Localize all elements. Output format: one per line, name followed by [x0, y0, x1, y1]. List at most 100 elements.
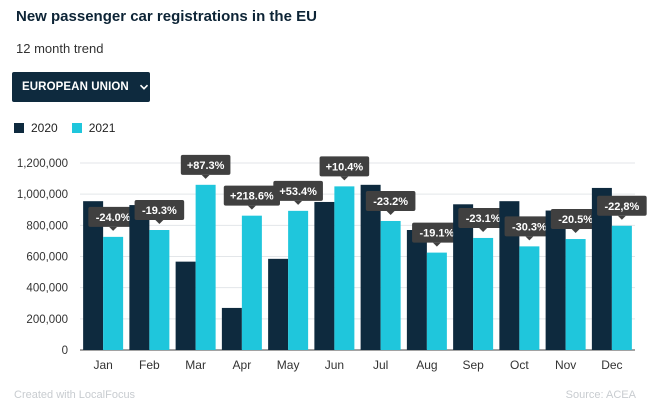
bar-2021-jan[interactable] — [103, 236, 124, 350]
change-label-text: -22,8% — [604, 201, 639, 213]
x-tick-label: Jan — [93, 358, 112, 372]
change-label-bg — [134, 200, 185, 221]
change-label-oct: -30.3% — [504, 216, 555, 241]
chart-title: New passenger car registrations in the E… — [16, 8, 317, 25]
x-tick-label: Jul — [373, 358, 388, 372]
change-label-pointer — [479, 227, 488, 232]
bar-2021-sep[interactable] — [473, 237, 494, 350]
bar-2021-mar[interactable] — [195, 184, 216, 350]
change-label-text: +53.4% — [279, 186, 317, 198]
bar-2021-apr[interactable] — [241, 215, 262, 350]
change-label-bg — [550, 209, 601, 230]
bar-2020-dec[interactable] — [591, 187, 612, 350]
bar-2020-oct[interactable] — [499, 201, 520, 350]
legend-item-2020[interactable]: 2020 — [14, 121, 58, 135]
bar-2021-nov[interactable] — [565, 239, 586, 350]
change-label-mar: +87.3% — [180, 154, 231, 179]
change-label-jan: -24.0% — [88, 206, 138, 231]
x-tick-label: Jun — [325, 358, 344, 372]
change-label-apr: +218.6% — [223, 185, 280, 210]
change-label-text: +10.4% — [326, 161, 364, 173]
change-label-aug: -19.1% — [412, 222, 462, 247]
change-label-pointer — [432, 242, 441, 247]
x-tick-label: May — [277, 358, 300, 372]
bar-2020-aug[interactable] — [406, 230, 427, 350]
bar-2021-jul[interactable] — [380, 220, 401, 350]
bar-2020-may[interactable] — [268, 258, 289, 350]
change-label-bg — [180, 154, 231, 175]
change-label-text: +218.6% — [230, 191, 274, 203]
change-label-pointer — [155, 220, 164, 225]
bar-2020-jul[interactable] — [360, 184, 381, 350]
change-label-text: -19.3% — [142, 205, 177, 217]
change-label-text: -23.1% — [466, 213, 501, 225]
y-tick-label: 200,000 — [26, 314, 68, 326]
change-label-bg — [412, 222, 462, 243]
bar-2021-jun[interactable] — [334, 186, 355, 350]
bar-2020-sep[interactable] — [453, 204, 474, 350]
bar-2021-feb[interactable] — [149, 230, 170, 350]
bar-2021-dec[interactable] — [611, 225, 632, 350]
bar-2020-nov[interactable] — [545, 210, 566, 350]
change-label-bg — [504, 216, 555, 237]
change-label-sep: -23.1% — [458, 207, 508, 232]
x-tick-label: Mar — [185, 358, 206, 372]
legend-item-2021[interactable]: 2021 — [71, 121, 116, 135]
legend-swatch-2020 — [14, 123, 24, 133]
change-label-bg — [458, 207, 508, 228]
change-label-text: -24.0% — [96, 212, 131, 224]
y-tick-label: 400,000 — [26, 283, 68, 295]
legend-label-2020: 2020 — [31, 121, 58, 135]
y-tick-label: 0 — [62, 345, 68, 357]
x-tick-label: Apr — [233, 358, 252, 372]
x-tick-label: Sep — [462, 358, 484, 372]
bar-2020-apr[interactable] — [221, 307, 242, 350]
legend-label-2021: 2021 — [88, 121, 116, 135]
change-label-pointer — [109, 226, 118, 231]
change-label-feb: -19.3% — [134, 200, 185, 225]
change-label-pointer — [386, 210, 395, 215]
legend: 2020 2021 — [14, 121, 129, 135]
change-label-pointer — [340, 176, 349, 181]
change-label-may: +53.4% — [273, 180, 323, 205]
change-label-bg — [88, 206, 138, 227]
change-label-jul: -23.2% — [365, 190, 416, 215]
change-label-text: +87.3% — [187, 160, 225, 172]
footer-credit: Created with LocalFocus — [14, 389, 136, 401]
bar-2020-mar[interactable] — [175, 261, 196, 350]
change-label-text: -30.3% — [512, 221, 547, 233]
change-label-pointer — [201, 174, 210, 179]
bar-2021-aug[interactable] — [426, 252, 447, 350]
bar-2021-may[interactable] — [288, 210, 309, 350]
bar-2020-jun[interactable] — [314, 201, 335, 350]
change-label-bg — [597, 195, 647, 216]
change-label-pointer — [571, 229, 580, 234]
legend-swatch-2021 — [71, 123, 82, 133]
x-tick-label: Aug — [416, 358, 437, 372]
change-label-jun: +10.4% — [319, 156, 370, 181]
bar-chart: 0 200,000 400,000 600,000 800,000 1,000,000 1,… — [17, 154, 647, 372]
y-tick-label: 1,000,000 — [17, 189, 68, 201]
region-dropdown-label: EUROPEAN UNION — [22, 81, 129, 93]
change-label-pointer — [525, 236, 534, 241]
change-label-bg — [319, 156, 370, 177]
x-tick-label: Nov — [555, 358, 576, 372]
change-label-text: -20.5% — [558, 214, 593, 226]
bar-2020-jan[interactable] — [83, 201, 104, 350]
y-tick-label: 600,000 — [26, 252, 68, 264]
footer-source: Source: ACEA — [565, 389, 636, 401]
change-label-pointer — [617, 215, 626, 220]
change-label-text: -19.1% — [419, 228, 454, 240]
y-tick-label: 1,200,000 — [17, 158, 68, 170]
change-label-bg — [273, 180, 323, 201]
bar-2021-oct[interactable] — [519, 246, 540, 350]
change-label-pointer — [294, 200, 303, 205]
bar-2020-feb[interactable] — [129, 205, 150, 350]
region-dropdown[interactable]: EUROPEAN UNION — [12, 72, 150, 102]
change-label-text: -23.2% — [373, 196, 408, 208]
x-tick-label: Feb — [139, 358, 160, 372]
chevron-down-icon — [138, 81, 150, 93]
change-label-pointer — [247, 205, 256, 210]
y-tick-label: 800,000 — [26, 220, 68, 232]
x-tick-label: Oct — [510, 358, 529, 372]
